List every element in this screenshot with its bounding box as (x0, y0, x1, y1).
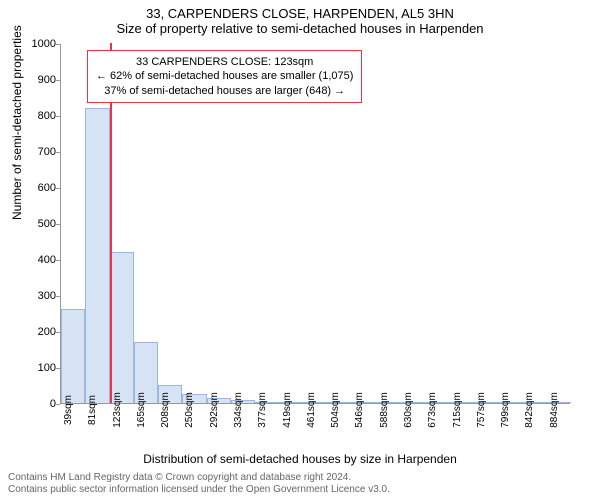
y-tick-label: 200 (38, 326, 56, 338)
y-axis-label: Number of semi-detached properties (10, 25, 24, 220)
y-tick-label: 600 (38, 182, 56, 194)
legend-line-2: ← 62% of semi-detached houses are smalle… (96, 69, 353, 83)
y-tick-label: 900 (38, 74, 56, 86)
y-tick-mark (56, 368, 60, 369)
y-tick-mark (56, 224, 60, 225)
chart-container: 33, CARPENDERS CLOSE, HARPENDEN, AL5 3HN… (0, 0, 600, 500)
y-tick-label: 1000 (32, 38, 56, 50)
histogram-bar (85, 108, 109, 403)
x-axis-label: Distribution of semi-detached houses by … (0, 452, 600, 466)
x-tick-label: 884sqm (549, 392, 560, 428)
x-tick-label: 588sqm (379, 392, 390, 428)
x-tick-label: 546sqm (354, 392, 365, 428)
x-tick-label: 461sqm (306, 392, 317, 428)
x-tick-label: 504sqm (330, 392, 341, 428)
x-tick-label: 757sqm (476, 392, 487, 428)
x-tick-label: 799sqm (500, 392, 511, 428)
x-tick-label: 123sqm (112, 392, 123, 428)
y-tick-mark (56, 296, 60, 297)
x-tick-label: 419sqm (282, 392, 293, 428)
y-tick-mark (56, 80, 60, 81)
chart-subtitle: Size of property relative to semi-detach… (0, 21, 600, 40)
footer-line-2: Contains public sector information licen… (8, 484, 390, 496)
legend-box: 33 CARPENDERS CLOSE: 123sqm ← 62% of sem… (87, 50, 362, 103)
x-tick-label: 334sqm (233, 392, 244, 428)
x-tick-label: 292sqm (209, 392, 220, 428)
histogram-bar (110, 252, 134, 403)
x-tick-label: 81sqm (87, 395, 98, 425)
x-tick-label: 250sqm (184, 392, 195, 428)
x-tick-label: 208sqm (160, 392, 171, 428)
histogram-bar (61, 309, 85, 403)
footer-text: Contains HM Land Registry data © Crown c… (8, 472, 390, 496)
x-tick-label: 630sqm (403, 392, 414, 428)
y-tick-label: 700 (38, 146, 56, 158)
plot-area: 33 CARPENDERS CLOSE: 123sqm ← 62% of sem… (60, 44, 570, 404)
y-tick-label: 800 (38, 110, 56, 122)
x-tick-label: 842sqm (524, 392, 535, 428)
y-tick-label: 100 (38, 362, 56, 374)
y-tick-mark (56, 44, 60, 45)
y-tick-mark (56, 116, 60, 117)
x-tick-label: 39sqm (63, 395, 74, 425)
y-tick-mark (56, 260, 60, 261)
legend-line-1: 33 CARPENDERS CLOSE: 123sqm (96, 55, 353, 69)
y-tick-mark (56, 188, 60, 189)
y-tick-mark (56, 332, 60, 333)
x-tick-label: 165sqm (136, 392, 147, 428)
x-tick-label: 377sqm (257, 392, 268, 428)
legend-line-3: 37% of semi-detached houses are larger (… (96, 84, 353, 98)
y-tick-mark (56, 152, 60, 153)
y-tick-mark (56, 404, 60, 405)
y-tick-label: 400 (38, 254, 56, 266)
y-tick-label: 300 (38, 290, 56, 302)
x-tick-label: 715sqm (452, 392, 463, 428)
x-tick-label: 673sqm (427, 392, 438, 428)
chart-title: 33, CARPENDERS CLOSE, HARPENDEN, AL5 3HN (0, 0, 600, 21)
y-tick-label: 500 (38, 218, 56, 230)
footer-line-1: Contains HM Land Registry data © Crown c… (8, 472, 390, 484)
